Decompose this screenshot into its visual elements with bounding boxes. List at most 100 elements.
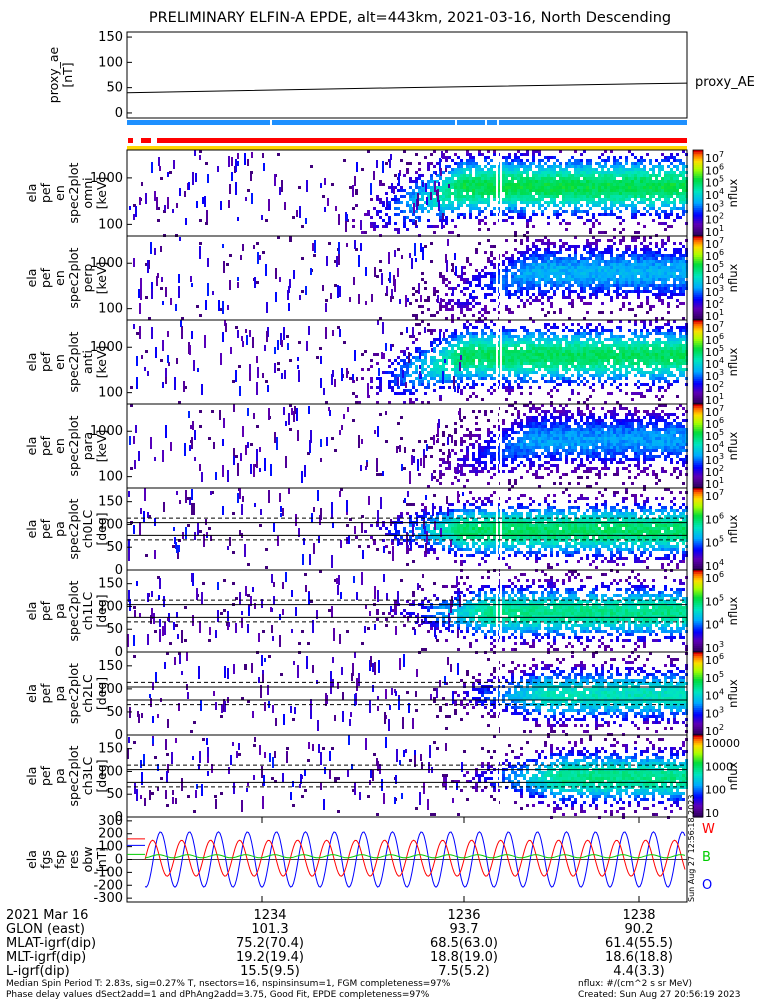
heatmap-cell [535,296,538,299]
heatmap-cell [571,341,574,344]
heatmap-cell [361,368,364,371]
heatmap-cell [607,183,610,186]
heatmap-cell [544,236,547,239]
heatmap-cell [682,257,685,260]
heatmap-cell [580,347,583,350]
heatmap-cell [673,353,676,356]
heatmap-cell [574,275,577,278]
heatmap-cell [592,383,595,386]
heatmap-cell [682,347,685,350]
heatmap-cell [667,272,670,275]
heatmap-cell [448,180,451,183]
heatmap-speck [452,266,454,272]
heatmap-cell [616,374,619,377]
heatmap-speck [228,156,230,167]
heatmap-cell [532,365,535,368]
heatmap-cell [439,329,442,332]
heatmap-cell [682,269,685,272]
heatmap-cell [373,225,376,228]
heatmap-cell [517,159,520,162]
heatmap-cell [667,177,670,180]
ytick-label: 1000 [90,340,123,355]
heatmap-speck [199,246,201,259]
heatmap-cell [604,213,607,216]
heatmap-cell [583,401,586,404]
heatmap-cell [622,192,625,195]
heatmap-cell [436,374,439,377]
heatmap-cell [628,272,631,275]
heatmap-cell [622,251,625,254]
heatmap-speck [441,151,443,158]
heatmap-cell [571,290,574,293]
heatmap-cell [538,204,541,207]
heatmap-cell [628,254,631,257]
heatmap-cell [451,204,454,207]
heatmap-cell [658,174,661,177]
heatmap-cell [421,305,424,308]
data-gap [500,150,502,236]
heatmap-cell [571,305,574,308]
heatmap-cell [565,201,568,204]
heatmap-cell [475,368,478,371]
heatmap-cell [451,186,454,189]
heatmap-cell [544,162,547,165]
heatmap-cell [484,174,487,177]
heatmap-cell [589,338,592,341]
heatmap-cell [667,344,670,347]
heatmap-cell [679,201,682,204]
heatmap-cell [478,201,481,204]
heatmap-cell [670,266,673,269]
heatmap-cell [322,195,325,198]
heatmap-cell [652,266,655,269]
heatmap-cell [679,186,682,189]
heatmap-cell [622,347,625,350]
heatmap-cell [532,242,535,245]
heatmap-cell [562,183,565,186]
heatmap-cell [598,374,601,377]
heatmap-cell [508,350,511,353]
heatmap-cell [628,171,631,174]
heatmap-cell [634,392,637,395]
heatmap-cell [538,365,541,368]
heatmap-cell [490,320,493,323]
heatmap-cell [679,257,682,260]
heatmap-cell [430,332,433,335]
heatmap-cell [463,266,466,269]
heatmap-cell [514,201,517,204]
heatmap-cell [463,386,466,389]
heatmap-cell [625,371,628,374]
heatmap-cell [493,180,496,183]
heatmap-cell [421,210,424,213]
heatmap-cell [481,356,484,359]
heatmap-cell [592,213,595,216]
heatmap-cell [652,329,655,332]
heatmap-cell [445,198,448,201]
heatmap-cell [559,192,562,195]
heatmap-cell [682,171,685,174]
heatmap-cell [643,284,646,287]
heatmap-cell [661,317,664,320]
heatmap-cell [520,165,523,168]
heatmap-cell [481,177,484,180]
heatmap-cell [649,308,652,311]
heatmap-cell [661,368,664,371]
heatmap-cell [592,356,595,359]
heatmap-cell [412,341,415,344]
heatmap-cell [667,225,670,228]
heatmap-cell [502,350,505,353]
heatmap-speck [439,332,441,345]
heatmap-cell [475,284,478,287]
heatmap-cell [460,192,463,195]
heatmap-cell [616,362,619,365]
heatmap-cell [646,389,649,392]
heatmap-cell [667,302,670,305]
heatmap-speck [298,370,300,377]
heatmap-cell [652,165,655,168]
heatmap-cell [589,293,592,296]
heatmap-cell [157,207,160,210]
heatmap-cell [361,377,364,380]
heatmap-cell [565,365,568,368]
heatmap-cell [619,308,622,311]
heatmap-cell [466,344,469,347]
heatmap-cell [532,174,535,177]
